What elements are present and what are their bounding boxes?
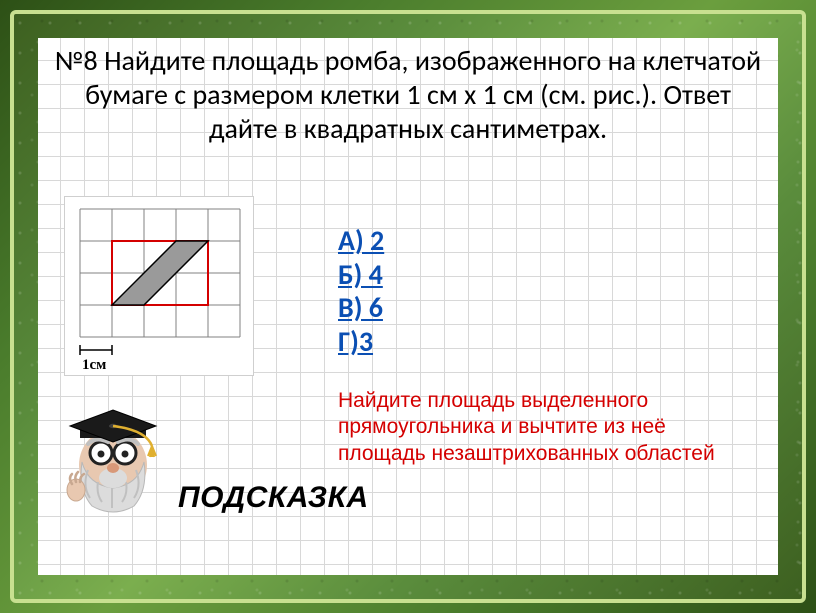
green-border: №8 Найдите площадь ромба, изображенного … [10,10,806,603]
slide-frame: №8 Найдите площадь ромба, изображенного … [0,0,816,613]
hint-label: ПОДСКАЗКА [178,481,369,515]
mascot-icon [58,390,178,525]
answer-options: А) 2 Б) 4 В) 6 Г)3 [338,224,384,358]
option-a[interactable]: А) 2 [338,224,384,258]
rhombus-figure: 1см [64,196,254,376]
hint-text: Найдите площадь выделенного прямоугольни… [338,388,748,467]
option-b[interactable]: Б) 4 [338,258,384,292]
svg-text:1см: 1см [82,357,106,373]
option-d[interactable]: Г)3 [338,325,384,359]
question-text: №8 Найдите площадь ромба, изображенного … [48,44,768,146]
paper-area: №8 Найдите площадь ромба, изображенного … [38,38,778,575]
option-c[interactable]: В) 6 [338,291,384,325]
